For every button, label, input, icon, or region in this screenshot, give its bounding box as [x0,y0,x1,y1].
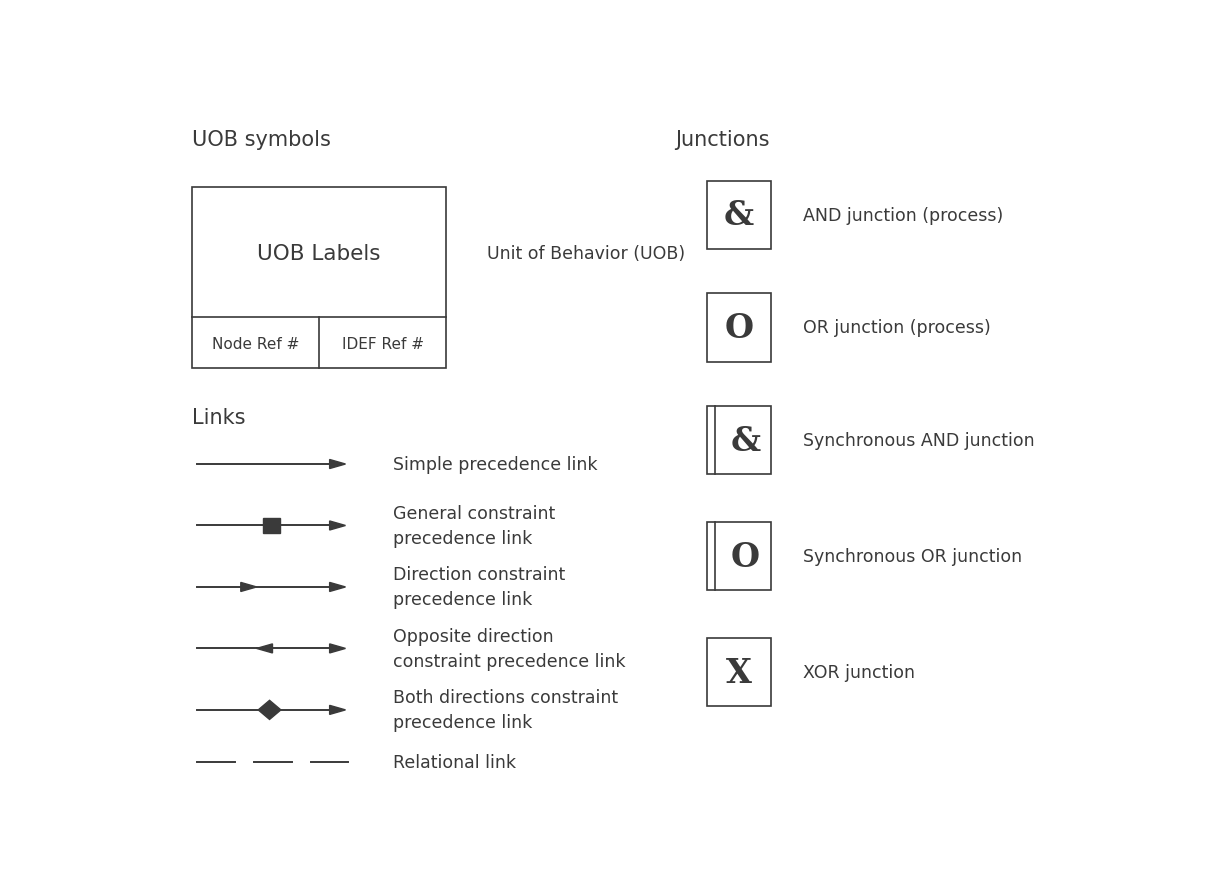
Text: UOB Labels: UOB Labels [257,244,381,263]
Bar [707,639,770,707]
Polygon shape [330,583,346,592]
Bar [192,188,447,369]
Text: IDEF Ref #: IDEF Ref # [342,337,424,352]
Polygon shape [330,644,346,653]
Bar [707,523,770,591]
Polygon shape [241,583,257,592]
Text: Synchronous OR junction: Synchronous OR junction [803,548,1022,565]
Polygon shape [257,644,273,653]
Bar [707,182,770,250]
Text: Direction constraint
precedence link: Direction constraint precedence link [393,566,565,609]
Text: XOR junction: XOR junction [803,664,915,681]
Text: General constraint
precedence link: General constraint precedence link [393,504,555,548]
Text: OR junction (process): OR junction (process) [803,319,991,337]
Text: Links: Links [192,408,246,428]
Polygon shape [258,701,281,719]
Text: &: & [730,424,761,457]
Text: X: X [725,656,752,689]
Text: &: & [724,199,753,232]
Text: Node Ref #: Node Ref # [212,337,299,352]
Text: UOB symbols: UOB symbols [192,130,331,150]
Text: AND junction (process): AND junction (process) [803,206,1003,224]
Bar [707,294,770,362]
Text: Opposite direction
constraint precedence link: Opposite direction constraint precedence… [393,627,626,670]
Bar [707,407,770,475]
Text: O: O [731,540,759,573]
Text: Simple precedence link: Simple precedence link [393,455,598,473]
Text: Synchronous AND junction: Synchronous AND junction [803,431,1034,449]
Text: Relational link: Relational link [393,754,516,772]
Polygon shape [330,705,346,715]
Polygon shape [330,521,346,531]
Text: Junctions: Junctions [675,130,770,150]
Bar [263,518,280,533]
Text: Both directions constraint
precedence link: Both directions constraint precedence li… [393,688,618,732]
Polygon shape [330,460,346,469]
Text: O: O [724,312,753,345]
Text: Unit of Behavior (UOB): Unit of Behavior (UOB) [487,245,685,262]
